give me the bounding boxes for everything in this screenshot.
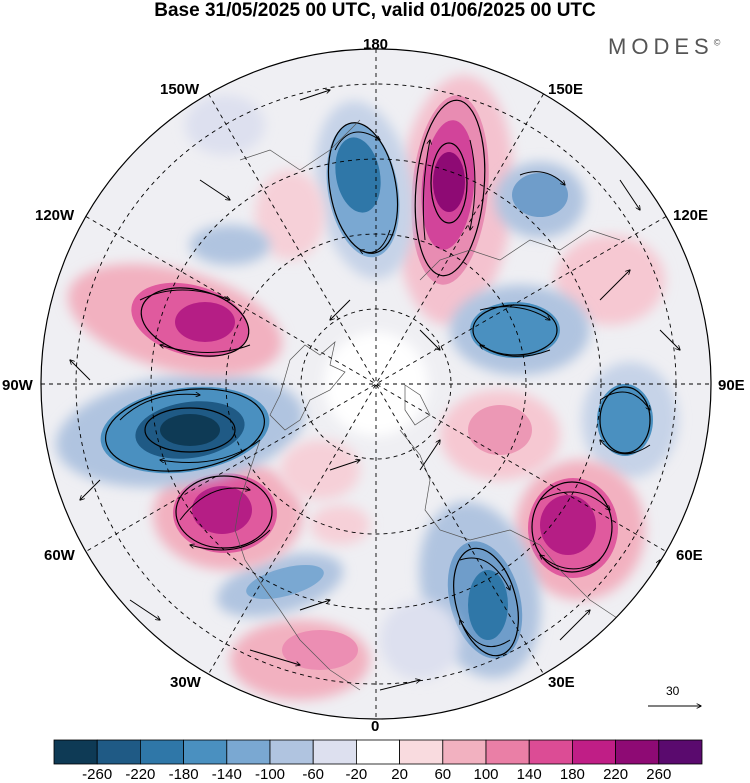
colorbar-segment [528, 739, 573, 765]
anomaly-field [55, 75, 678, 700]
lon-label-60e: 60E [676, 547, 703, 564]
lon-label-60w: 60W [44, 547, 75, 564]
colorbar-segment [140, 739, 185, 765]
colorbar-segment [96, 739, 141, 765]
colorbar-segment [572, 739, 617, 765]
colorbar-segment [442, 739, 487, 765]
lon-label-90w: 90W [2, 377, 33, 394]
colorbar-tick-label: -60 [302, 766, 325, 783]
colorbar-segment [355, 739, 400, 765]
colorbar-segment [658, 739, 703, 765]
colorbar-tick-label: -260 [82, 766, 113, 783]
anomaly-center-west-positive [67, 263, 283, 377]
modes-logo: MODES© [608, 34, 720, 60]
colorbar-tick-label: 100 [473, 766, 499, 783]
colorbar-tick-label: -140 [211, 766, 242, 783]
lon-label-90e: 90E [718, 377, 745, 394]
colorbar-segment [399, 739, 444, 765]
colorbar-tick-label: -180 [168, 766, 199, 783]
colorbar-segment [269, 739, 314, 765]
colorbar-segment [226, 739, 271, 765]
colorbar-tick-label: 220 [603, 766, 629, 783]
colorbar-tick-label: -100 [254, 766, 286, 783]
colorbar-segment [312, 739, 357, 765]
colorbar-segment [183, 739, 228, 765]
colorbar [53, 739, 703, 765]
colorbar-segment [615, 739, 660, 765]
colorbar-tick-label: 60 [434, 766, 452, 783]
colorbar-segment [485, 739, 530, 765]
lon-label-120w: 120W [35, 207, 75, 224]
anomaly-center-southwest-positive [153, 460, 303, 570]
brand-text: MODES [608, 34, 714, 59]
lon-label-30e: 30E [548, 674, 575, 691]
colorbar-tick-label: 140 [516, 766, 542, 783]
colorbar-tick-label: 180 [559, 766, 585, 783]
colorbar-tick-label: 20 [391, 766, 408, 783]
colorbar-tick-label: -220 [125, 766, 156, 783]
map-title: Base 31/05/2025 00 UTC, valid 01/06/2025… [154, 0, 596, 21]
lon-label-150e: 150E [548, 81, 584, 98]
map-border [40, 48, 712, 720]
lon-label-0: 0 [371, 718, 380, 735]
contour-lines [104, 99, 651, 657]
colorbar-tick-label: -20 [345, 766, 368, 783]
lon-label-30w: 30W [170, 674, 201, 691]
colorbar-tick-label: 260 [646, 766, 672, 783]
colorbar-segment [53, 739, 98, 765]
graticule [41, 49, 711, 719]
lon-label-150w: 150W [160, 81, 200, 98]
reference-vector-label: 30 [666, 684, 680, 698]
lon-label-180: 180 [363, 36, 389, 53]
brand-mark: © [713, 37, 721, 48]
lon-label-120e: 120E [673, 207, 709, 224]
anomaly-center-southeast-positive [515, 460, 645, 600]
